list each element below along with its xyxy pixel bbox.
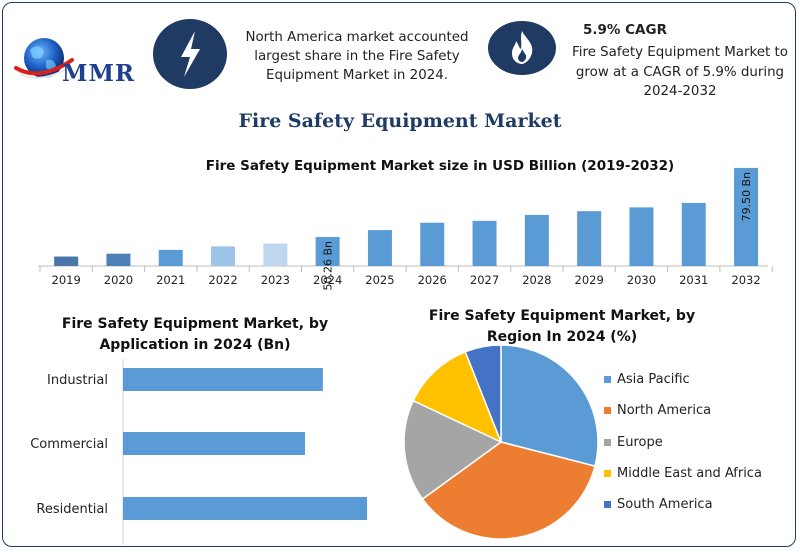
data-label: 50.26 Bn (322, 241, 335, 291)
x-tick-label: 2025 (365, 273, 394, 287)
cagr-description: Fire Safety Equipment Market to grow at … (562, 43, 798, 102)
x-tick-label: 2020 (104, 273, 133, 287)
bar-2026 (420, 222, 445, 266)
bar-residential (123, 497, 368, 520)
legend-item: South America (604, 496, 713, 512)
info-line: 2024-2032 (643, 84, 717, 99)
mmr-logo-text: MMR (62, 60, 136, 87)
info-line: largest share in the Fire Safety (254, 49, 460, 64)
data-label: 79.50 Bn (740, 172, 753, 222)
x-tick-label: 2023 (261, 273, 290, 287)
application-bar-chart: Industrial Commercial Residential (30, 359, 368, 545)
application-chart-title: Fire Safety Equipment Market, by Applica… (45, 314, 345, 356)
bar-2024 (315, 237, 340, 266)
pie-slice-south-america (464, 344, 502, 443)
bar-2021 (158, 249, 183, 266)
category-label: Residential (36, 502, 108, 517)
x-tick-label: 2029 (575, 273, 604, 287)
chart-title-line: Fire Safety Equipment Market, by (428, 308, 696, 324)
bar-2022 (211, 246, 236, 266)
legend-swatch (604, 469, 611, 477)
bar-2019 (54, 256, 79, 266)
bar-commercial (123, 432, 305, 455)
pie-slice-middle-east-and-africa (412, 350, 503, 444)
legend-swatch (604, 375, 611, 383)
x-tick-label: 2019 (52, 273, 81, 287)
pie-slice-asia-pacific (500, 344, 599, 468)
info-line: North America market accounted (245, 30, 469, 45)
legend-item: Europe (604, 434, 663, 450)
pie-slice-europe (403, 399, 503, 501)
category-label: Commercial (30, 437, 108, 452)
bar-2032 (734, 167, 759, 266)
legend-label: North America (617, 402, 712, 418)
chart-title-line: Region In 2024 (%) (486, 329, 638, 345)
legend-swatch (604, 500, 611, 508)
mmr-globe-logo (14, 38, 74, 79)
x-tick-label: 2032 (731, 273, 760, 287)
info-north-america: North America market accounted largest s… (238, 28, 476, 85)
bar-2031 (681, 202, 706, 266)
legend-swatch (604, 406, 611, 414)
bar-chart-title: Fire Safety Equipment Market size in USD… (205, 158, 675, 174)
x-tick-label: 2022 (208, 273, 237, 287)
bar-2030 (629, 207, 654, 266)
legend-label: Middle East and Africa (617, 465, 762, 481)
x-tick-label: 2024 (313, 273, 342, 287)
x-tick-label: 2021 (156, 273, 185, 287)
legend-swatch (604, 438, 611, 446)
bar-2023 (263, 243, 288, 266)
flame-icon (488, 21, 556, 75)
info-line: Fire Safety Equipment Market to (572, 45, 788, 60)
x-tick-label: 2026 (418, 273, 447, 287)
region-pie-chart (403, 344, 599, 540)
main-title: Fire Safety Equipment Market (238, 110, 562, 132)
legend-item: North America (604, 402, 711, 418)
bar-2025 (367, 230, 392, 266)
x-tick-label: 2028 (522, 273, 551, 287)
legend-item: Asia Pacific (604, 371, 690, 387)
x-tick-label: 2030 (627, 273, 656, 287)
lightning-bolt-icon (153, 19, 227, 89)
pie-slice-north-america (421, 441, 596, 540)
bar-2027 (472, 220, 497, 266)
x-tick-label: 2031 (679, 273, 708, 287)
category-label: Industrial (47, 373, 108, 388)
bar-2029 (577, 211, 602, 266)
info-line: Equipment Market in 2024. (265, 68, 449, 83)
chart-title-line: Application in 2024 (Bn) (99, 337, 291, 353)
legend-item: Middle East and Africa (604, 465, 762, 481)
bar-industrial (123, 368, 323, 391)
legend-label: Europe (617, 434, 663, 450)
legend-label: South America (617, 496, 713, 512)
cagr-title: 5.9% CAGR (583, 22, 667, 38)
bar-2020 (106, 253, 131, 266)
market-size-bar-chart: 2019 2020 2021 2022 2023 2024 2025 2026 2027 2028… (38, 167, 773, 291)
bar-2028 (524, 214, 549, 266)
x-tick-label: 2027 (470, 273, 499, 287)
region-chart-title: Fire Safety Equipment Market, by Region … (412, 306, 712, 348)
chart-title-line: Fire Safety Equipment Market, by (61, 316, 329, 332)
info-line: grow at a CAGR of 5.9% during (575, 64, 785, 80)
legend-label: Asia Pacific (617, 371, 690, 387)
